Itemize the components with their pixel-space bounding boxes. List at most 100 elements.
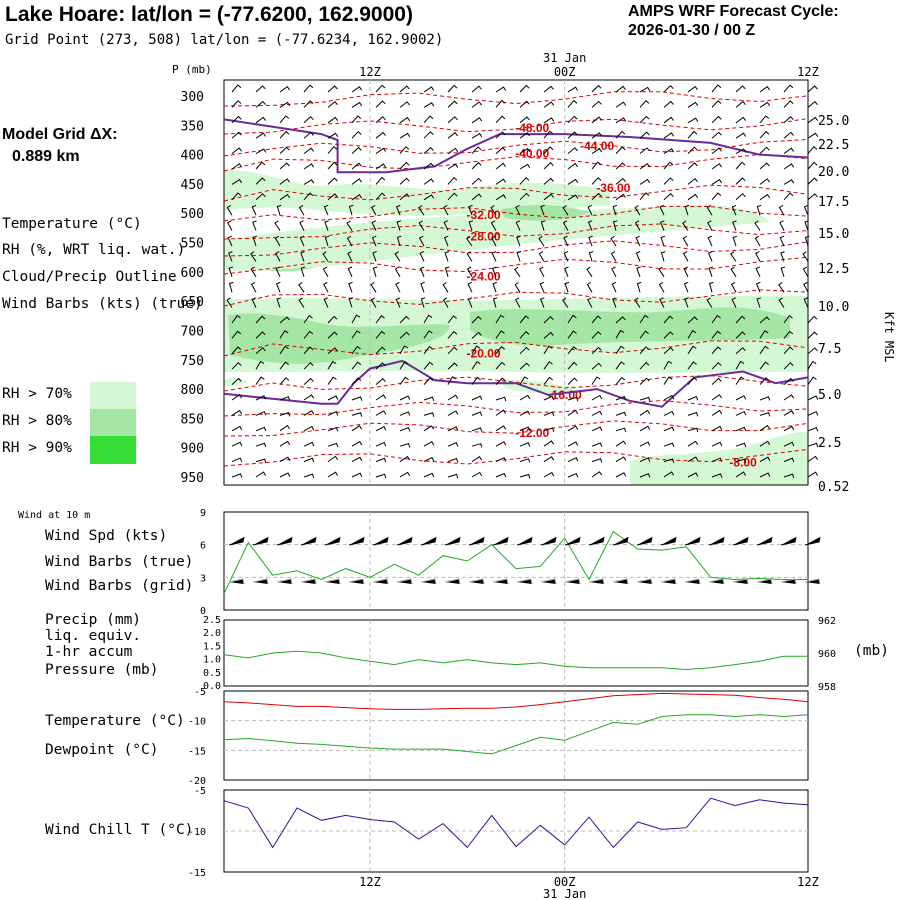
wind-barb bbox=[303, 179, 315, 185]
wind-barb bbox=[687, 85, 698, 93]
legend-wind-barbs: Wind Barbs (kts) (true) bbox=[2, 296, 203, 312]
legend-temp2m: Temperature (°C) bbox=[45, 713, 185, 729]
wind-barb bbox=[514, 282, 521, 293]
wind-barb-grid bbox=[300, 578, 317, 585]
wind-barb bbox=[471, 117, 483, 124]
wind-barb bbox=[538, 235, 545, 247]
wind-barb bbox=[807, 411, 819, 416]
legend-precip: Precip (mm) bbox=[45, 612, 142, 628]
wind-barb bbox=[639, 115, 650, 124]
wind-barb bbox=[250, 266, 257, 278]
wind-barb bbox=[351, 162, 362, 170]
wind-barb bbox=[778, 297, 785, 308]
wind-barb bbox=[687, 130, 698, 139]
cloud-outline-lower bbox=[223, 359, 809, 408]
wind-barb bbox=[495, 330, 505, 339]
wind-barb-true bbox=[732, 536, 749, 546]
wind-barb bbox=[562, 297, 569, 308]
wind-barb bbox=[423, 146, 434, 154]
wind-barb bbox=[370, 297, 377, 308]
pressure-tick: 450 bbox=[181, 178, 204, 193]
temperature-contour-label: -40.00 bbox=[515, 146, 549, 160]
legend-precip-accum: 1-hr accum bbox=[45, 644, 133, 660]
wind-barb-true bbox=[300, 536, 317, 546]
wind-barb bbox=[255, 331, 266, 339]
pressure-tick-right: 962 bbox=[818, 616, 836, 627]
wind-barb bbox=[759, 411, 771, 417]
wind-barb bbox=[495, 178, 507, 185]
wind-barb bbox=[759, 86, 771, 93]
wind-barb bbox=[490, 205, 497, 216]
wind-barb bbox=[447, 147, 459, 155]
wind-barb bbox=[780, 266, 786, 277]
wind-barb bbox=[639, 473, 651, 478]
wind-barb bbox=[375, 426, 387, 432]
wind-barb bbox=[735, 471, 747, 478]
wind-barb bbox=[447, 473, 459, 479]
wind-barb bbox=[615, 427, 627, 433]
wind-barb bbox=[639, 396, 651, 402]
wind-barb bbox=[375, 410, 387, 416]
wind-barb bbox=[562, 220, 569, 231]
wind-barb-true bbox=[588, 536, 605, 546]
wind-barb bbox=[324, 235, 330, 247]
wind-barb bbox=[807, 426, 819, 432]
wind-barb bbox=[423, 412, 435, 417]
wind-barb bbox=[639, 441, 651, 447]
wind-barb-true bbox=[348, 536, 365, 546]
wind-barb bbox=[375, 192, 386, 201]
wind-barb bbox=[303, 377, 314, 385]
wind-barb bbox=[659, 297, 665, 308]
wind-barb bbox=[303, 457, 315, 463]
wind-barb bbox=[634, 205, 641, 216]
wind-barb bbox=[567, 346, 578, 355]
wind-barb bbox=[420, 281, 425, 293]
wind-barb bbox=[423, 102, 435, 108]
wind-barb bbox=[466, 266, 473, 278]
wind-barb bbox=[471, 193, 482, 201]
wind-barb bbox=[591, 426, 603, 432]
wind-barb bbox=[519, 147, 531, 155]
wind-barb bbox=[567, 409, 579, 416]
wind-barb bbox=[447, 457, 459, 463]
wind-barb-true bbox=[372, 536, 389, 546]
wind-barb bbox=[423, 425, 435, 432]
wind-barb bbox=[684, 297, 689, 308]
wind-barb bbox=[231, 314, 241, 324]
wind-barb bbox=[255, 85, 266, 93]
wind-barb bbox=[783, 457, 795, 463]
wind-barb bbox=[538, 251, 545, 262]
wind-barb bbox=[591, 148, 603, 155]
wind-barb bbox=[519, 346, 530, 355]
wind-barb bbox=[399, 85, 410, 93]
wind-barb bbox=[492, 297, 498, 308]
wind-barb bbox=[375, 176, 386, 185]
wind-barb bbox=[255, 161, 266, 170]
wind-barb bbox=[735, 193, 746, 201]
wind-barb bbox=[228, 266, 234, 277]
wind-barb bbox=[491, 266, 497, 277]
wind-barbs-grid bbox=[228, 578, 821, 585]
wind-barb-true bbox=[804, 536, 821, 546]
wind-barb-true bbox=[492, 536, 509, 546]
temperature-contour-14 bbox=[223, 448, 809, 467]
wind-barb bbox=[375, 473, 387, 479]
wind-barb bbox=[399, 395, 411, 401]
temperature-contour-2 bbox=[223, 139, 809, 157]
wind-barb bbox=[706, 297, 713, 308]
wind-barb bbox=[347, 251, 353, 262]
wind-barb bbox=[255, 315, 266, 324]
wind-barb bbox=[519, 458, 531, 463]
wind-barb bbox=[274, 220, 281, 231]
wind-barb bbox=[639, 192, 650, 201]
wind-barb bbox=[495, 115, 506, 124]
wind-barb bbox=[231, 163, 243, 170]
wind-barb bbox=[255, 376, 265, 385]
wind-barb bbox=[783, 131, 794, 139]
wind-barb bbox=[423, 178, 435, 185]
wind-barb bbox=[707, 235, 713, 247]
wind-barb bbox=[495, 441, 507, 447]
wind-barb bbox=[299, 235, 305, 247]
wind-barb bbox=[231, 441, 243, 447]
wind-barb bbox=[255, 458, 267, 464]
